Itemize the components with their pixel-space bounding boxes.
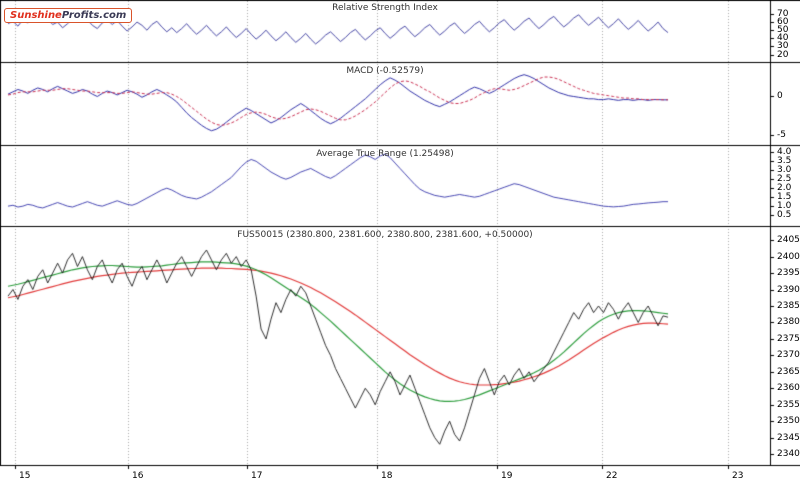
price-panel-title: FUS50015 (2380.800, 2381.600, 2380.800, …: [237, 230, 533, 240]
rsi-panel-title: Relative Strength Index: [332, 3, 438, 13]
atr-panel-title: Average True Range (1.25498): [316, 149, 454, 159]
logo-profits-text: Profits.com: [61, 10, 127, 21]
macd-panel-title: MACD (-0.52579): [346, 66, 424, 76]
logo[interactable]: SunshineProfits.com: [4, 8, 133, 23]
logo-sunshine-text: Sunshine: [10, 10, 62, 21]
